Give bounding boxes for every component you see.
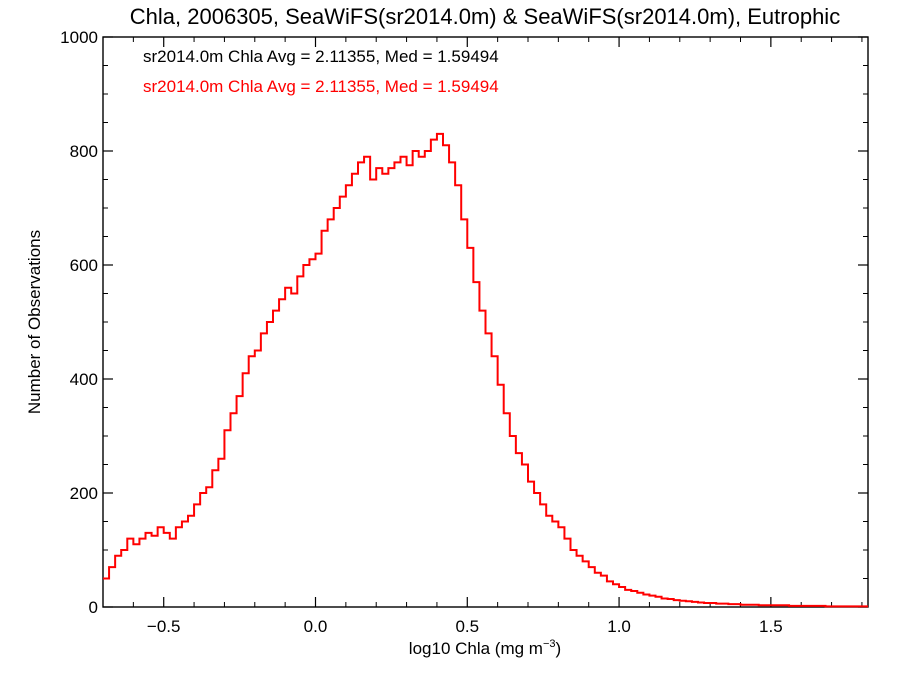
- x-axis-title-suffix: ): [556, 639, 562, 658]
- y-tick-label: 1000: [60, 28, 98, 47]
- x-axis-title-superscript: −3: [543, 638, 556, 650]
- legend-entry-black: sr2014.0m Chla Avg = 2.11355, Med = 1.59…: [143, 47, 499, 66]
- x-tick-label: 0.0: [304, 617, 328, 636]
- x-tick-label: −0.5: [147, 617, 181, 636]
- y-axis-ticks: [103, 36, 868, 608]
- x-axis-title: log10 Chla (mg m−3): [409, 638, 561, 658]
- chart-title: Chla, 2006305, SeaWiFS(sr2014.0m) & SeaW…: [130, 4, 840, 29]
- y-axis-tick-labels: 0 200 400 600 800 1000: [60, 28, 98, 617]
- histogram-series-line: [103, 132, 868, 608]
- y-tick-label: 600: [70, 256, 98, 275]
- x-axis-title-text: log10 Chla (mg m: [409, 639, 543, 658]
- y-tick-label: 800: [70, 142, 98, 161]
- y-tick-label: 400: [70, 370, 98, 389]
- x-axis-tick-labels: −0.5 0.0 0.5 1.0 1.5: [147, 617, 783, 636]
- x-axis-ticks: [132, 37, 863, 607]
- x-tick-label: 0.5: [455, 617, 479, 636]
- x-tick-label: 1.0: [607, 617, 631, 636]
- y-axis-title: Number of Observations: [25, 230, 44, 414]
- legend-entry-red: sr2014.0m Chla Avg = 2.11355, Med = 1.59…: [143, 77, 499, 96]
- y-tick-label: 0: [89, 598, 98, 617]
- x-tick-label: 1.5: [759, 617, 783, 636]
- y-tick-label: 200: [70, 484, 98, 503]
